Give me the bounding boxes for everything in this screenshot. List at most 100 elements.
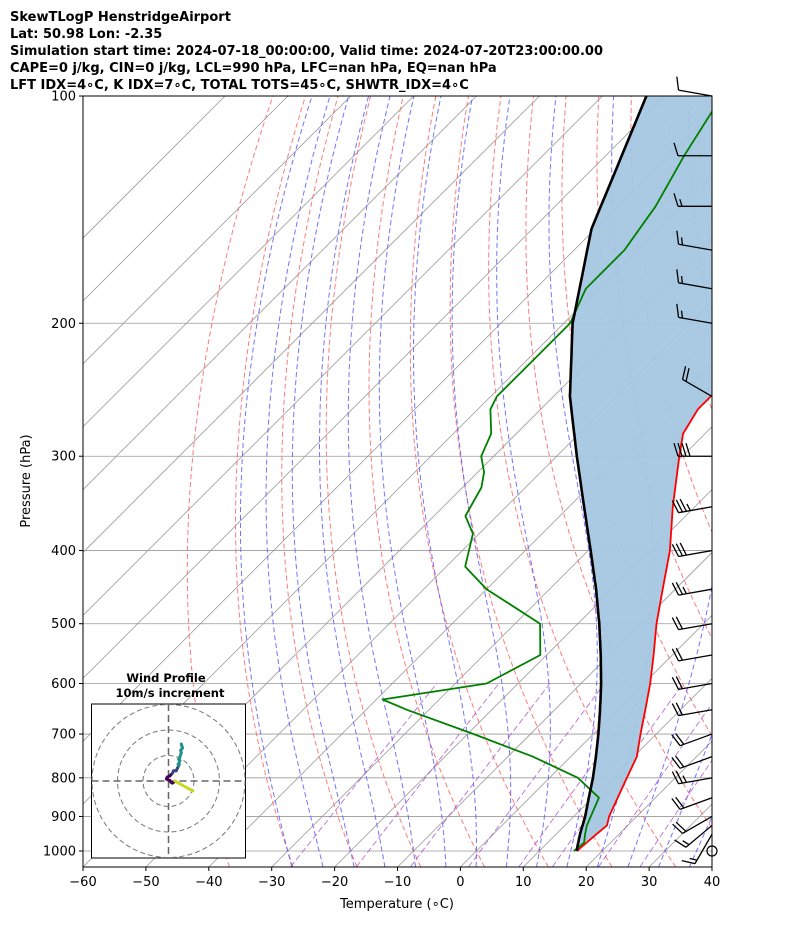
- y-tick-label: 100: [51, 90, 76, 105]
- wind-barb: [672, 815, 713, 835]
- dry-adiabat--40: [186, 96, 274, 867]
- wind-barb-feather: [671, 771, 680, 785]
- wind-barb-feather: [671, 648, 680, 662]
- mixing-ratio-2: [410, 683, 551, 867]
- isotherm--110: [83, 96, 540, 554]
- moist-adiabat--15: [319, 96, 386, 867]
- wind-barb-staff: [678, 709, 713, 717]
- wind-barb-staff: [679, 756, 713, 769]
- y-tick-label: 1000: [43, 845, 76, 860]
- wind-barb-staff: [685, 824, 713, 848]
- x-tick-label: −30: [258, 875, 285, 890]
- wind-barb: [674, 824, 713, 848]
- wind-barb-feather: [671, 500, 680, 513]
- wind-barb: [671, 647, 713, 662]
- wind-barb-staff: [678, 682, 713, 691]
- wind-barb-feather: [675, 821, 687, 832]
- wind-barb-feather: [675, 733, 685, 745]
- dry-adiabat-0: [368, 96, 485, 867]
- negative-buoyancy-area: [569, 96, 712, 848]
- dry-adiabat-30: [488, 96, 677, 867]
- y-tick-label: 800: [51, 771, 76, 786]
- isotherm-0: [460, 614, 712, 867]
- wind-barb-feather: [675, 676, 684, 690]
- wind-barb: [681, 833, 713, 865]
- wind-barb-feather: [676, 303, 680, 318]
- wind-barb-staff: [682, 815, 713, 835]
- dewpoint-profile: [381, 109, 712, 852]
- y-tick-label: 700: [51, 728, 76, 743]
- x-tick-label: −20: [321, 875, 348, 890]
- wind-barb: [671, 796, 713, 810]
- hodograph-ring: [91, 704, 246, 858]
- wind-barb-feather: [682, 586, 687, 594]
- wind-barb-staff: [678, 623, 713, 631]
- x-tick-label: 10: [515, 875, 532, 890]
- wind-barb-feather: [671, 734, 681, 747]
- dry-adiabat--20: [281, 96, 358, 867]
- wind-barb-staff: [678, 506, 713, 514]
- mixing-ratio-4: [468, 683, 605, 867]
- wind-barb: [671, 733, 713, 747]
- dry-adiabat-80: [663, 96, 712, 412]
- wind-barb: [681, 366, 713, 398]
- wind-barb-feather: [675, 702, 684, 716]
- wind-barb-staff: [679, 733, 713, 747]
- mixing-ratio-1: [355, 683, 500, 867]
- wind-barb: [671, 498, 713, 514]
- wind-barb-feather: [676, 230, 680, 245]
- mixing-ratio-16: [598, 702, 712, 867]
- wind-barb: [671, 770, 713, 785]
- wind-barb-feather: [672, 823, 683, 834]
- wind-barb-feather: [681, 859, 696, 865]
- wind-barb-feather: [675, 499, 684, 513]
- isotherm--50: [145, 300, 712, 867]
- wind-barb: [676, 269, 713, 290]
- wind-barb-staff: [678, 89, 713, 97]
- mixing-ratio-0.4: [290, 683, 438, 867]
- plot-title: SkewTLogP HenstridgeAirport: [10, 10, 231, 25]
- wind-barb-feather: [686, 503, 691, 511]
- wind-barb-feather: [671, 677, 680, 690]
- dry-adiabat-110: [762, 96, 794, 867]
- wind-barb-feather: [675, 647, 684, 661]
- wind-barb-feather: [682, 775, 687, 783]
- wind-barb-layer: [671, 76, 718, 865]
- moist-adiabat--25: [265, 96, 331, 867]
- y-tick-label: 500: [51, 617, 76, 632]
- wind-barb: [673, 142, 712, 157]
- x-tick-label: −10: [384, 875, 411, 890]
- stability-indices: LFT IDX=4∘C, K IDX=7∘C, TOTAL TOTS=45∘C,…: [10, 78, 469, 93]
- wind-barb: [676, 230, 713, 251]
- x-tick-label: 20: [578, 875, 595, 890]
- temperature-profile: [576, 394, 712, 852]
- wind-barb: [671, 581, 713, 596]
- x-axis-label: Temperature (∘C): [339, 897, 454, 912]
- wind-barb: [676, 303, 713, 324]
- x-tick-label: 40: [704, 875, 721, 890]
- wind-barb-feather: [671, 544, 680, 557]
- wind-barb: [671, 702, 713, 717]
- dry-adiabat-40: [525, 96, 712, 829]
- wind-barb-feather: [685, 443, 691, 457]
- wind-barb-feather: [679, 542, 687, 556]
- wind-barb-staff: [678, 588, 713, 596]
- wind-barb-staff: [678, 316, 713, 324]
- mixing-ratio-10: [551, 683, 684, 867]
- y-tick-label: 200: [51, 317, 76, 332]
- y-axis-ticks: 100 200 300 400 500 600 700 800 900 1000: [43, 90, 83, 860]
- negative-area-layer: [569, 96, 712, 848]
- hodograph-segment: [179, 742, 185, 750]
- wind-barb-feather: [680, 310, 684, 319]
- moist-adiabat-5: [451, 96, 512, 867]
- isotherm-10: [523, 677, 712, 867]
- isotherm--30: [271, 426, 712, 867]
- wind-barb: [671, 755, 713, 769]
- wind-barb-staff: [678, 243, 713, 251]
- moist-adiabat-15: [548, 96, 598, 867]
- station-coordinates: Lat: 50.98 Lon: -2.35: [10, 27, 163, 42]
- simulation-times: Simulation start time: 2024-07-18_00:00:…: [10, 44, 603, 59]
- wind-barb-staff: [678, 654, 713, 662]
- wind-barb-feather: [671, 703, 680, 716]
- moist-adiabat-40: [720, 96, 794, 867]
